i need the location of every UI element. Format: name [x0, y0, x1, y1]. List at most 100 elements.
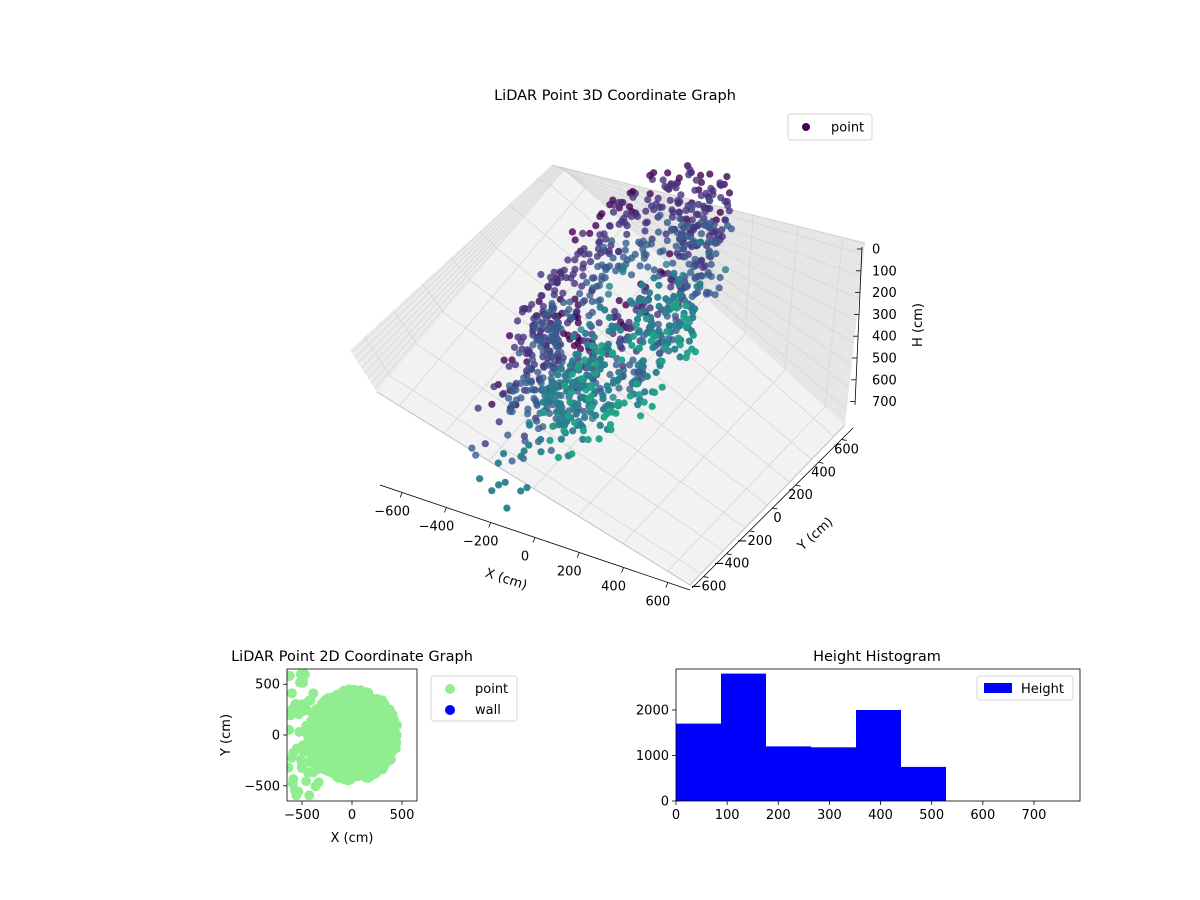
data-point-3d	[696, 239, 704, 247]
data-point-3d	[474, 404, 482, 412]
grid-3d	[351, 164, 864, 574]
data-point-3d	[664, 297, 672, 305]
data-point-3d	[691, 255, 699, 263]
data-point-3d	[670, 181, 678, 189]
data-point-3d	[697, 230, 706, 238]
data-point-3d	[620, 214, 628, 222]
data-point-3d	[591, 370, 599, 378]
data-point-3d	[697, 219, 705, 227]
data-point-3d	[527, 377, 536, 385]
data-point-3d	[704, 271, 713, 279]
data-point-3d	[632, 321, 640, 329]
z-tick-label-3d: 0	[872, 243, 880, 258]
grid-line-z	[374, 169, 847, 410]
grid-line-y	[390, 375, 702, 574]
data-point-3d	[549, 422, 557, 430]
data-point-3d	[637, 412, 645, 420]
data-point-3d	[508, 401, 517, 410]
data-point-3d	[543, 347, 551, 355]
data-point-3d	[586, 408, 595, 416]
data-point-3d	[668, 206, 676, 214]
data-point-3d	[661, 182, 669, 190]
data-point-3d	[586, 258, 595, 266]
data-point-3d	[495, 418, 503, 426]
data-point-3d	[713, 239, 722, 247]
z-tick-label-3d: 200	[872, 286, 897, 301]
data-point-3d	[644, 296, 652, 304]
data-point-3d	[525, 441, 533, 449]
x-tick-label-2d: 500	[390, 808, 415, 823]
data-point-3d	[672, 242, 680, 250]
data-point-3d	[468, 444, 476, 452]
data-point-3d	[656, 349, 664, 358]
data-point-3d	[603, 382, 611, 390]
points-2d	[287, 669, 402, 801]
data-point-3d	[676, 291, 684, 299]
data-point-3d	[675, 322, 683, 330]
data-point-3d	[592, 411, 600, 419]
legend-2d-label-point: point	[475, 682, 508, 697]
data-point-2d	[299, 669, 310, 680]
data-point-3d	[609, 349, 617, 357]
legend-3d: point	[787, 113, 873, 141]
data-point-3d	[509, 387, 517, 395]
data-point-3d	[554, 336, 563, 344]
data-point-3d	[707, 184, 715, 192]
data-point-3d	[578, 282, 586, 290]
data-point-2d	[287, 762, 294, 773]
data-point-3d	[634, 328, 643, 336]
data-point-3d	[506, 332, 514, 340]
data-point-3d	[526, 421, 534, 429]
data-point-3d	[683, 222, 692, 230]
data-point-2d	[359, 752, 370, 763]
data-point-3d	[533, 336, 541, 344]
data-point-3d	[568, 378, 576, 386]
data-point-3d	[595, 319, 603, 327]
histogram-bar	[766, 746, 811, 801]
data-point-3d	[672, 298, 680, 306]
data-point-3d	[539, 320, 548, 328]
data-point-3d	[581, 413, 589, 421]
data-point-3d	[585, 372, 593, 380]
data-point-3d	[550, 268, 558, 276]
data-point-2d	[361, 772, 372, 783]
data-point-3d	[680, 313, 688, 321]
data-point-3d	[643, 218, 651, 226]
data-point-3d	[659, 247, 667, 255]
z-tick-label-3d: 600	[872, 373, 897, 388]
data-point-2d	[287, 778, 298, 789]
x-tick-mark-3d	[576, 552, 580, 558]
data-point-3d	[620, 264, 628, 272]
data-point-3d	[548, 299, 556, 308]
data-point-2d	[363, 723, 374, 734]
data-point-3d	[571, 419, 579, 427]
data-point-3d	[562, 370, 571, 378]
data-point-2d	[311, 704, 322, 715]
data-point-3d	[554, 371, 562, 379]
data-point-3d	[566, 298, 574, 306]
data-point-3d	[615, 297, 623, 305]
data-point-3d	[523, 387, 531, 395]
data-point-3d	[704, 238, 712, 246]
y-tick-label-3d: −400	[714, 557, 750, 572]
data-point-3d	[542, 399, 550, 407]
data-point-3d	[537, 270, 545, 279]
data-point-3d	[604, 290, 613, 298]
data-point-3d	[555, 416, 563, 424]
z-tick-label-3d: 500	[872, 352, 897, 367]
data-point-3d	[621, 246, 629, 254]
data-point-3d	[706, 170, 714, 178]
data-point-3d	[676, 235, 684, 243]
data-point-3d	[656, 211, 664, 219]
data-point-3d	[618, 344, 626, 353]
data-point-3d	[588, 403, 596, 411]
data-point-2d	[333, 693, 344, 703]
data-point-3d	[608, 237, 616, 245]
data-point-3d	[539, 302, 548, 311]
data-point-2d	[296, 754, 306, 765]
legend-histogram: Height	[976, 675, 1074, 701]
data-point-3d	[549, 389, 557, 397]
data-point-3d	[711, 291, 719, 299]
data-point-3d	[654, 228, 663, 236]
data-point-3d	[525, 347, 534, 355]
